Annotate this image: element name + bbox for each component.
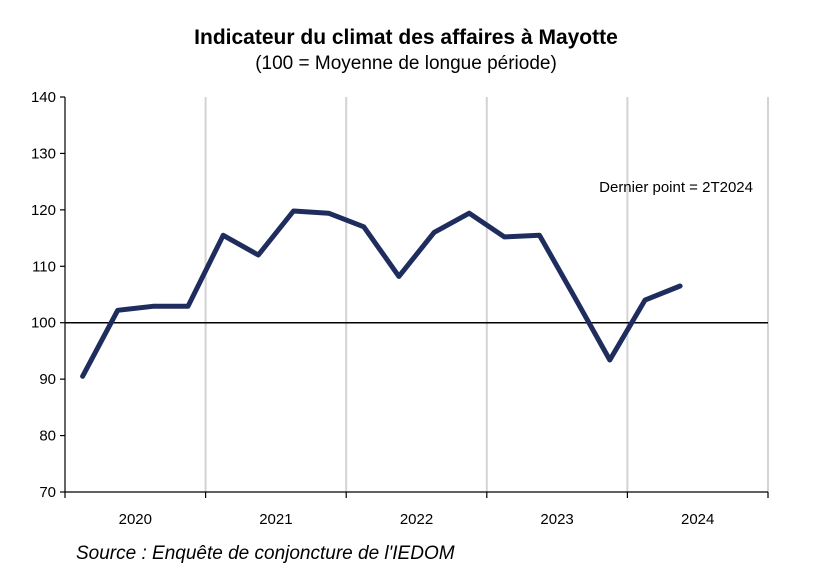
y-tick-label: 90: [39, 371, 56, 388]
series-line: [80, 208, 683, 379]
y-tick-label: 100: [31, 315, 56, 332]
y-tick-label: 140: [31, 89, 56, 106]
chart-source: Source : Enquête de conjoncture de l'IED…: [76, 543, 455, 564]
y-tick-label: 130: [31, 145, 56, 162]
y-tick-label: 110: [32, 258, 56, 275]
x-tick-label: 2020: [119, 511, 152, 528]
y-tick-label: 70: [39, 484, 56, 501]
last-point-annotation: Dernier point = 2T2024: [599, 179, 753, 196]
y-tick-label: 80: [39, 428, 56, 445]
x-tick-label: 2021: [259, 511, 292, 528]
x-tick-label: 2024: [681, 511, 714, 528]
x-tick-label: 2023: [540, 511, 573, 528]
chart-title: Indicateur du climat des affaires à Mayo…: [194, 26, 618, 49]
chart-subtitle: (100 = Moyenne de longue période): [255, 53, 557, 74]
y-tick-label: 120: [31, 202, 56, 219]
x-tick-label: 2022: [400, 511, 433, 528]
